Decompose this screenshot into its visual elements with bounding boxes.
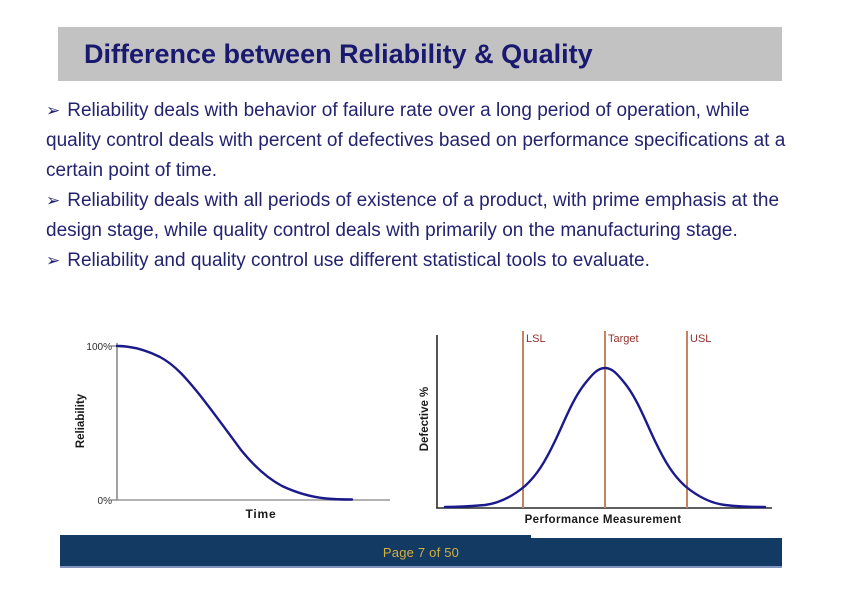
performance-axis-label: Performance Measurement (525, 514, 682, 526)
bullet-item: ➢ Reliability deals with behavior of fail… (46, 96, 788, 186)
bullet-arrow-icon: ➢ (46, 191, 61, 210)
reliability-axis-label: Reliability (75, 393, 87, 448)
bullet-text: Reliability and quality control use diff… (67, 250, 650, 271)
target-label: Target (608, 333, 639, 345)
usl-label: USL (690, 333, 711, 345)
lsl-label: LSL (526, 333, 546, 345)
bullet-arrow-icon: ➢ (46, 101, 61, 120)
reliability-chart: 100% 0% Time Reliability (75, 342, 390, 521)
page-title: Difference between Reliability & Quality (84, 38, 593, 69)
body-text: ➢ Reliability deals with behavior of fail… (46, 96, 788, 276)
defective-chart: LSL Target USL Defective % Performance M… (419, 331, 772, 526)
bullet-text: Reliability deals with all periods of ex… (46, 190, 780, 241)
defective-curve (443, 366, 767, 509)
reliability-curve (115, 344, 354, 501)
bullet-item: ➢ Reliability and quality control use dif… (46, 246, 788, 276)
defective-axis-label: Defective % (419, 387, 431, 452)
ytick-0-label: 0% (98, 496, 113, 507)
footer-accent-line (60, 535, 531, 539)
ytick-100-label: 100% (86, 342, 112, 353)
title-bar: Difference between Reliability & Quality (58, 27, 782, 81)
bullet-item: ➢ Reliability deals with all periods of e… (46, 186, 788, 246)
bullet-arrow-icon: ➢ (46, 251, 61, 270)
time-axis-label: Time (246, 507, 277, 521)
page-number: Page 7 of 50 (382, 544, 460, 560)
bullet-text: Reliability deals with behavior of failu… (46, 100, 786, 181)
footer-bar: Page 7 of 50 (60, 538, 782, 568)
